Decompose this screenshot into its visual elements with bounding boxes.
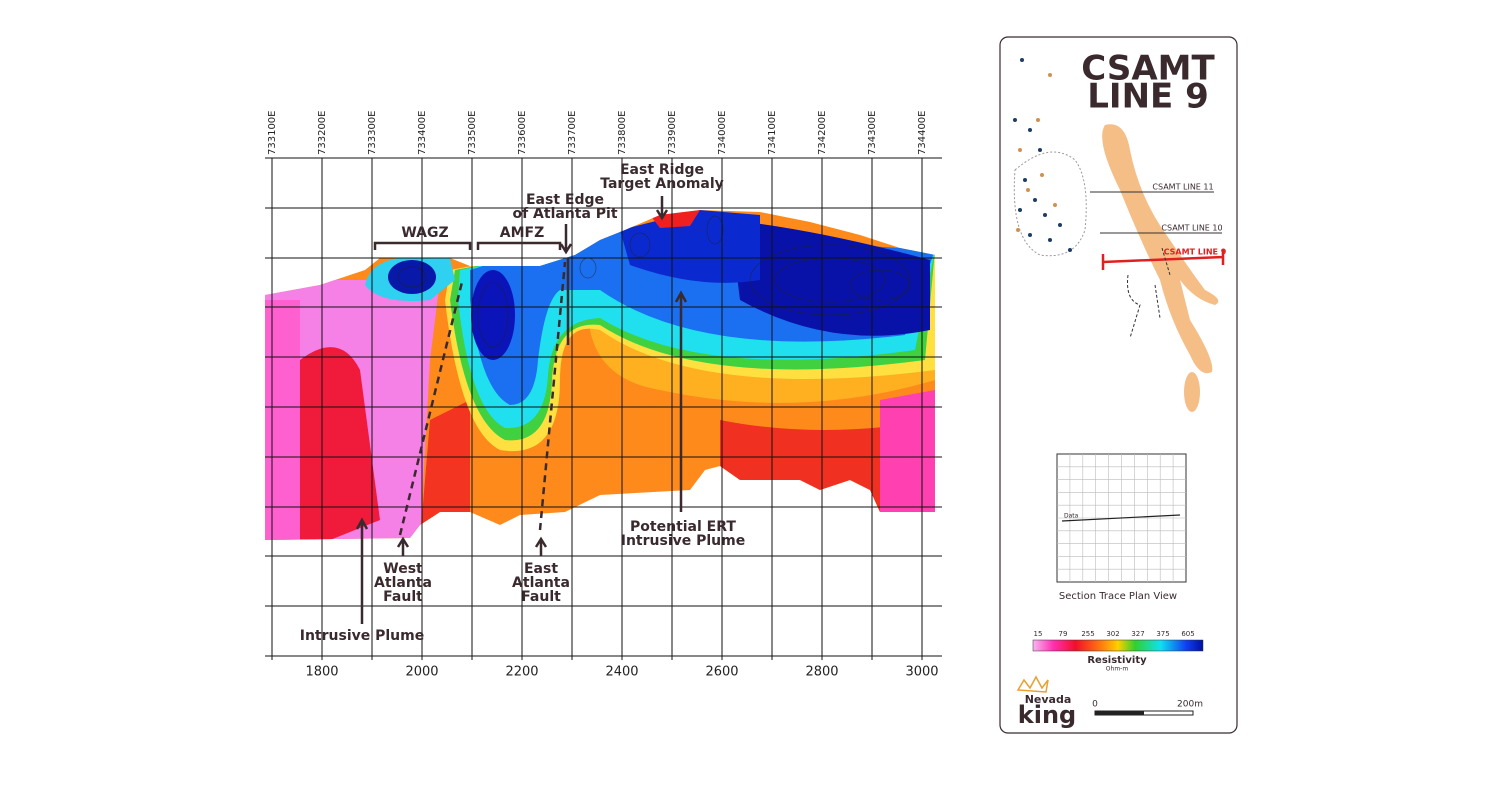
bracket xyxy=(476,241,562,250)
annotation: Atlanta xyxy=(512,575,570,591)
easting-label: 733500E xyxy=(467,111,478,156)
arrow xyxy=(559,224,573,255)
annotation: Target Anomaly xyxy=(600,176,724,192)
panel-title: LINE 9 xyxy=(1087,77,1209,117)
annotation: Fault xyxy=(521,589,561,605)
distance-tick-label: 3000 xyxy=(905,665,938,680)
annotation: Intrusive Plume xyxy=(621,533,745,549)
fault-line xyxy=(538,261,567,531)
easting-label: 733700E xyxy=(567,111,578,156)
easting-label: 733900E xyxy=(667,111,678,156)
easting-label: 733200E xyxy=(317,111,328,156)
annotation: of Atlanta Pit xyxy=(512,206,617,222)
logo-crown xyxy=(1016,675,1049,693)
logo-text: king xyxy=(1018,701,1076,729)
annotation: Potential ERT xyxy=(630,519,736,535)
easting-label: 734400E xyxy=(917,111,928,156)
legend-value: 375 xyxy=(1156,630,1169,638)
line-label: CSAMT LINE 11 xyxy=(1152,183,1213,192)
resistivity-section xyxy=(265,210,935,540)
easting-label: 734200E xyxy=(817,111,828,156)
panel-frame xyxy=(999,36,1238,734)
distance-tick-label: 1800 xyxy=(305,665,338,680)
arrow xyxy=(396,536,410,556)
panel-title: CSAMT xyxy=(1081,49,1215,89)
scale-label: 200m xyxy=(1177,700,1203,710)
trend-shape xyxy=(1184,372,1200,412)
easting-label: 733100E xyxy=(267,111,278,156)
easting-label: 734100E xyxy=(767,111,778,156)
scale-bar xyxy=(1095,711,1144,715)
line-trace-current xyxy=(1101,249,1225,270)
annotation: AMFZ xyxy=(500,225,544,241)
annotation: West xyxy=(383,561,423,577)
easting-label: 733600E xyxy=(517,111,528,156)
section-grid xyxy=(265,157,942,660)
easting-label: 734300E xyxy=(867,111,878,156)
line-label: CSAMT LINE 9 xyxy=(1164,248,1227,257)
legend-unit: Ohm-m xyxy=(1106,666,1129,673)
annotation: Atlanta xyxy=(374,575,432,591)
legend-value: 255 xyxy=(1081,630,1094,638)
annotation: East xyxy=(524,561,558,577)
inset-label: Data xyxy=(1064,513,1079,520)
legend-value: 605 xyxy=(1181,630,1194,638)
legend-value: 302 xyxy=(1106,630,1119,638)
bracket xyxy=(373,241,472,250)
distance-tick-label: 2800 xyxy=(805,665,838,680)
legend-title: Resistivity xyxy=(1087,655,1147,666)
line-label: CSAMT LINE 10 xyxy=(1161,224,1222,233)
drill-holes xyxy=(1016,73,1057,232)
annotation: East Edge xyxy=(526,192,604,208)
distance-tick-label: 2200 xyxy=(505,665,538,680)
annotation: Intrusive Plume xyxy=(300,628,424,644)
distance-tick-label: 2400 xyxy=(605,665,638,680)
scale-label: 0 xyxy=(1092,700,1098,710)
legend-value: 79 xyxy=(1059,630,1068,638)
annotation: WAGZ xyxy=(401,225,448,241)
legend-value: 327 xyxy=(1131,630,1144,638)
legend-values: 15 79 255 302 327 375 605 xyxy=(1034,630,1195,638)
easting-label: 733800E xyxy=(617,111,628,156)
drill-holes xyxy=(1013,58,1072,252)
easting-label: 733300E xyxy=(367,111,378,156)
arrow xyxy=(674,290,688,512)
legend-value: 15 xyxy=(1034,630,1043,638)
trend-shape xyxy=(1102,124,1219,374)
logo-text: Nevada xyxy=(1025,693,1072,706)
hole-traces xyxy=(1127,247,1171,339)
inset-caption: Section Trace Plan View xyxy=(1059,591,1177,602)
annotation: Fault xyxy=(383,589,423,605)
distance-tick-label: 2600 xyxy=(705,665,738,680)
arrow xyxy=(655,196,669,221)
legend-bar xyxy=(1032,639,1204,652)
pit-outline xyxy=(1013,151,1087,257)
inset-grid xyxy=(1057,454,1186,582)
distance-tick-label: 2000 xyxy=(405,665,438,680)
annotation: East Ridge xyxy=(620,162,704,178)
annotations: WAGZ AMFZ East Edge of Atlanta Pit East … xyxy=(300,162,745,644)
arrow xyxy=(534,536,548,556)
arrow xyxy=(355,517,369,624)
inset-line xyxy=(1061,514,1181,522)
fault-line xyxy=(398,281,464,536)
easting-label: 733400E xyxy=(417,111,428,156)
easting-label: 734000E xyxy=(717,111,728,156)
side-panel: CSAMT LINE 9 CSAMT LINE 11 CSAMT LINE 10… xyxy=(999,36,1238,734)
